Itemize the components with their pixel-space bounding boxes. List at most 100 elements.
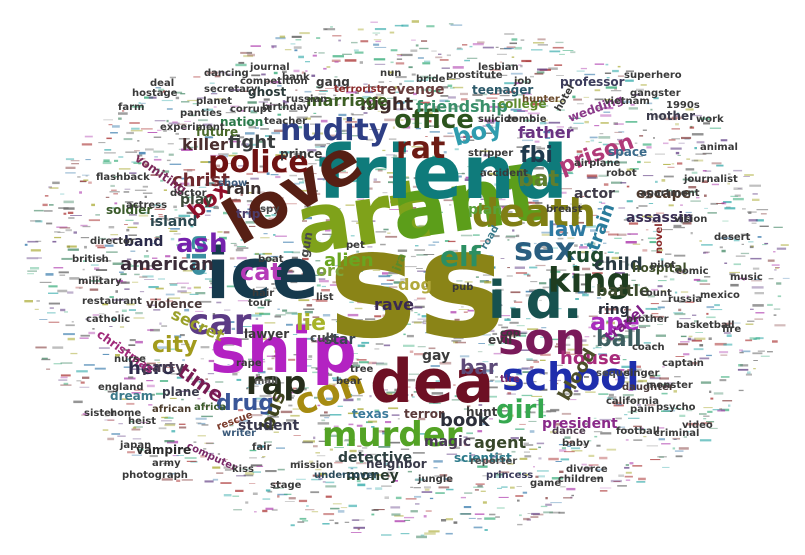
cloud-speck: [415, 503, 420, 505]
cloud-speck: [379, 334, 383, 336]
cloud-speck: [352, 293, 364, 296]
cloud-speck: [502, 188, 512, 190]
cloud-speck: [551, 141, 557, 145]
cloud-speck: [520, 245, 530, 247]
cloud-speck: [165, 293, 175, 296]
cloud-speck: [249, 457, 257, 459]
word: bat: [518, 167, 560, 192]
cloud-speck: [410, 510, 418, 513]
cloud-speck: [282, 209, 286, 212]
cloud-speck: [224, 309, 231, 311]
cloud-speck: [251, 414, 263, 417]
cloud-speck: [394, 388, 398, 392]
cloud-speck: [596, 297, 602, 299]
cloud-speck: [454, 205, 461, 207]
word: teacher: [264, 116, 307, 127]
cloud-speck: [346, 428, 351, 430]
cloud-speck: [282, 285, 288, 287]
cloud-speck: [605, 339, 616, 342]
cloud-speck: [410, 303, 413, 305]
cloud-speck: [107, 390, 115, 393]
cloud-speck: [389, 31, 395, 34]
cloud-speck: [245, 132, 255, 135]
word: hero: [128, 358, 174, 379]
cloud-speck: [186, 460, 197, 462]
cloud-speck: [516, 146, 526, 148]
cloud-speck: [431, 278, 440, 280]
cloud-speck: [168, 153, 174, 156]
cloud-speck: [665, 117, 678, 121]
cloud-speck: [565, 171, 573, 174]
cloud-speck: [660, 265, 668, 267]
cloud-speck: [543, 414, 546, 417]
cloud-speck: [717, 409, 726, 412]
cloud-speck: [276, 400, 280, 403]
cloud-speck: [373, 509, 385, 511]
cloud-speck: [217, 231, 223, 233]
cloud-speck: [516, 234, 520, 238]
cloud-speck: [409, 99, 417, 101]
cloud-speck: [325, 88, 336, 89]
cloud-speck: [251, 74, 261, 77]
cloud-speck: [390, 200, 396, 204]
cloud-speck: [206, 182, 215, 184]
cloud-speck: [506, 46, 516, 48]
cloud-speck: [504, 33, 515, 35]
cloud-speck: [643, 342, 651, 344]
cloud-speck: [356, 462, 367, 465]
cloud-speck: [410, 486, 414, 488]
cloud-speck: [359, 61, 363, 64]
cloud-speck: [515, 79, 521, 81]
cloud-speck: [334, 85, 343, 87]
cloud-speck: [622, 359, 627, 361]
cloud-speck: [505, 222, 513, 224]
cloud-speck: [624, 308, 632, 311]
cloud-speck: [375, 34, 378, 36]
cloud-speck: [407, 470, 412, 473]
cloud-speck: [211, 348, 221, 351]
word: city: [152, 333, 197, 358]
cloud-speck: [310, 491, 320, 494]
cloud-speck: [351, 245, 355, 247]
cloud-speck: [400, 533, 410, 535]
cloud-speck: [539, 105, 549, 107]
cloud-speck: [223, 321, 235, 323]
cloud-speck: [213, 205, 218, 208]
cloud-speck: [350, 532, 362, 533]
word: apartment: [640, 188, 700, 199]
cloud-speck: [695, 332, 703, 333]
cloud-speck: [319, 156, 330, 158]
cloud-speck: [419, 101, 430, 104]
cloud-speck: [153, 136, 162, 138]
cloud-speck: [553, 428, 558, 431]
cloud-speck: [440, 95, 449, 97]
cloud-speck: [252, 350, 256, 353]
cloud-speck: [489, 380, 494, 382]
cloud-speck: [250, 314, 262, 317]
cloud-speck: [257, 140, 264, 143]
cloud-speck: [482, 220, 486, 223]
cloud-speck: [283, 267, 290, 269]
cloud-speck: [253, 360, 266, 363]
cloud-speck: [401, 399, 410, 402]
cloud-speck: [546, 183, 553, 185]
cloud-speck: [186, 376, 189, 379]
cloud-speck: [60, 193, 65, 195]
cloud-speck: [73, 231, 77, 234]
cloud-speck: [663, 142, 669, 145]
cloud-speck: [573, 122, 584, 124]
cloud-speck: [721, 408, 730, 412]
cloud-speck: [517, 182, 529, 184]
cloud-speck: [212, 478, 219, 481]
cloud-speck: [123, 366, 130, 368]
cloud-speck: [80, 381, 85, 384]
cloud-speck: [417, 108, 428, 110]
cloud-speck: [528, 163, 535, 167]
cloud-speck: [497, 487, 502, 489]
cloud-speck: [448, 240, 456, 243]
cloud-speck: [604, 99, 613, 101]
cloud-speck: [198, 186, 207, 188]
cloud-speck: [579, 246, 588, 249]
cloud-speck: [203, 206, 216, 208]
cloud-speck: [510, 65, 515, 67]
